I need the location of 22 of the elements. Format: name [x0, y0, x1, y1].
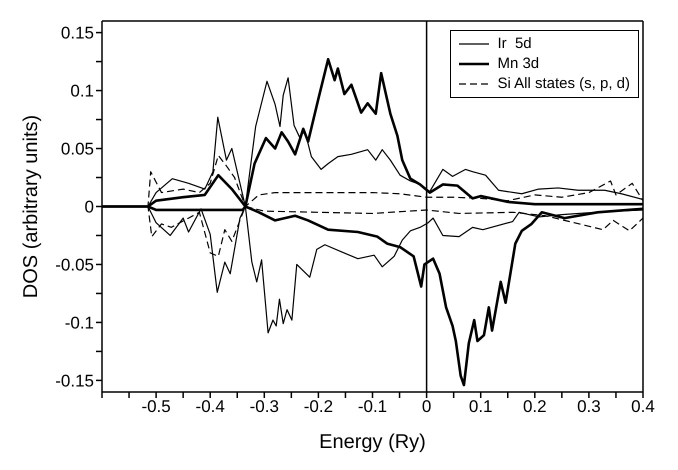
y-tick-label: 0.1	[70, 82, 94, 101]
legend-label: Si All states (s, p, d)	[497, 74, 630, 94]
x-tick-label: -0.1	[358, 397, 388, 416]
y-tick-label: 0.05	[60, 140, 94, 159]
x-tick-label: -0.4	[196, 397, 225, 416]
y-tick-label: -0.05	[55, 256, 94, 275]
x-tick-label: 0.2	[522, 397, 547, 416]
y-tick-label: -0.15	[55, 371, 94, 390]
legend-label: Mn 3d	[497, 54, 540, 74]
y-tick-label: -0.1	[64, 313, 94, 332]
x-tick-label: 0.3	[577, 397, 601, 416]
legend-label: Ir 5d	[497, 34, 532, 54]
x-tick-label: -0.3	[250, 397, 279, 416]
x-tick-label: 0.1	[468, 397, 493, 416]
y-axis-title: DOS (arbitrary units)	[20, 114, 42, 298]
y-tick-label: 0.15	[60, 24, 94, 43]
x-tick-label: 0	[422, 397, 432, 416]
x-tick-label: -0.2	[304, 397, 334, 416]
x-tick-label: 0.4	[631, 397, 655, 416]
x-tick-label: -0.5	[141, 397, 171, 416]
y-tick-label: 0	[84, 198, 94, 217]
x-axis-title: Energy (Ry)	[319, 431, 426, 453]
